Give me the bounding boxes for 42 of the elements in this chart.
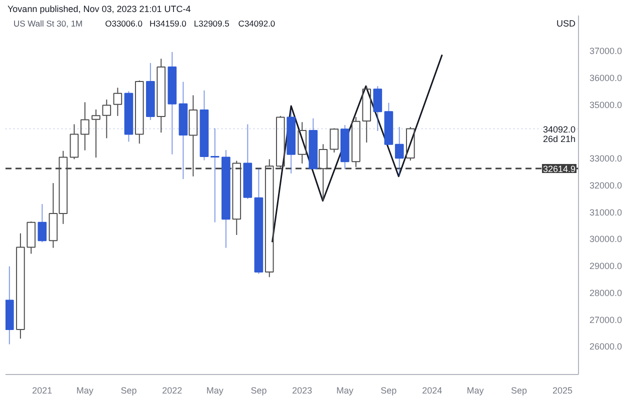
x-tick-label: May	[466, 386, 484, 396]
candlestick	[80, 102, 90, 151]
y-tick-label: 28000.0	[590, 288, 622, 298]
candlestick	[298, 122, 307, 164]
y-tick-label: 29000.0	[590, 261, 622, 272]
y-tick-label: 36000.0	[590, 73, 622, 84]
ref-line-label: 32614.9	[542, 164, 576, 174]
candlestick	[318, 144, 328, 202]
x-tick-label: Sep	[511, 386, 528, 396]
x-tick-label: Sep	[120, 386, 137, 396]
y-tick-label: 26000.0	[590, 342, 622, 352]
annotation: O33006.0	[105, 18, 143, 28]
y-tick-label: 32000.0	[590, 180, 622, 190]
ref-line-label: 34092.0 26d 21h	[542, 124, 576, 144]
annotation: L32909.5	[194, 18, 230, 28]
x-tick-label: 2024	[422, 386, 442, 396]
line-series	[271, 54, 443, 243]
y-tick-label: 33000.0	[590, 154, 622, 164]
candlestick	[113, 87, 122, 116]
chart-title: Yovann published, Nov 03, 2023 21:01 UTC-4	[8, 4, 191, 14]
x-tick-label: May	[76, 386, 94, 396]
candlestick	[264, 158, 274, 278]
x-tick-label: Sep	[250, 386, 267, 396]
x-tick-label: 2021	[32, 386, 52, 396]
x-tick-label: 2025	[552, 386, 572, 396]
y-tick-label: 35000.0	[590, 100, 622, 110]
y-tick-label: 27000.0	[590, 314, 622, 325]
candlestick	[156, 58, 166, 134]
candlestick	[352, 116, 360, 168]
annotation: C34092.0	[238, 18, 276, 28]
chart-subtitle: US Wall St 30, 1M	[14, 18, 83, 28]
y-tick-label: 30000.0	[590, 234, 622, 244]
x-tick-label: Sep	[380, 386, 397, 396]
annotation: H34159.0	[150, 18, 187, 28]
y-tick-label: 37000.0	[590, 46, 622, 56]
y-axis-title: USD	[556, 18, 576, 28]
x-tick-label: May	[206, 386, 224, 396]
x-tick-label: 2023	[292, 386, 312, 396]
y-tick-label: 31000.0	[590, 207, 622, 218]
x-tick-label: 2022	[162, 386, 182, 396]
candlestick	[188, 94, 198, 177]
x-tick-label: May	[336, 386, 354, 396]
